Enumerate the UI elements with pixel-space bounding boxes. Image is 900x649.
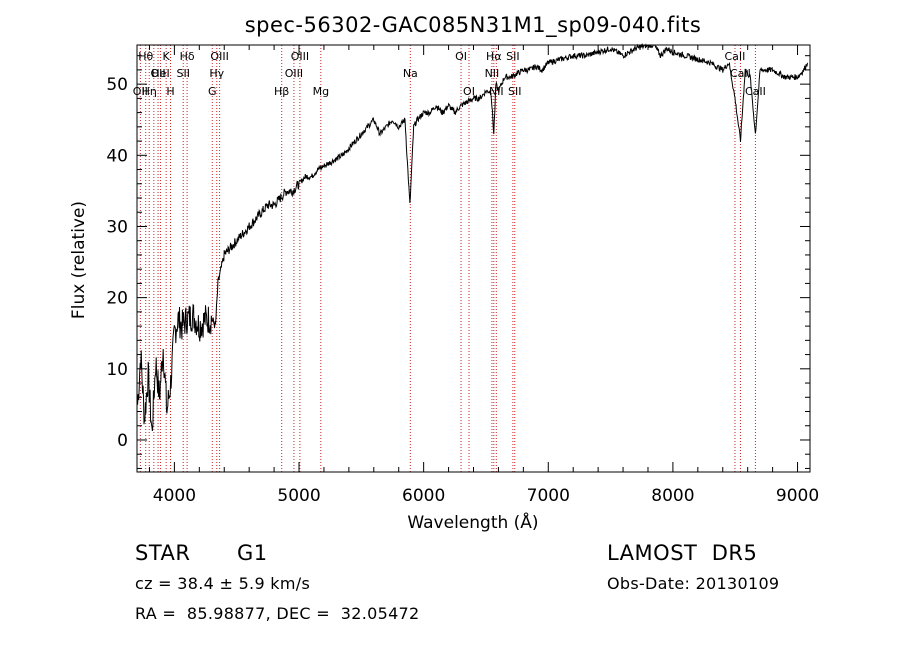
line-marker-label: Hη	[142, 85, 157, 98]
line-marker-label: OI	[463, 85, 475, 98]
line-marker-label: SII	[176, 67, 189, 80]
line-marker-label: Na	[403, 67, 418, 80]
y-tick-label: 30	[106, 217, 128, 237]
line-marker-label: OII	[150, 67, 165, 80]
line-marker-label: G	[208, 85, 217, 98]
coordinates: RA = 85.98877, DEC = 32.05472	[135, 604, 420, 623]
line-marker-label: OIII	[210, 50, 228, 63]
line-marker-label: Hδ	[180, 50, 195, 63]
object-class: STAR	[135, 541, 191, 565]
y-tick-label: 10	[106, 360, 128, 380]
chart-title: spec-56302-GAC085N31M1_sp09-040.fits	[245, 13, 702, 38]
subclass: G1	[237, 541, 268, 565]
line-marker-label: NII	[489, 85, 504, 98]
line-marker-label: Hβ	[274, 85, 289, 98]
x-tick-label: 8000	[651, 486, 694, 506]
y-tick-label: 0	[117, 431, 128, 451]
x-tick-label: 4000	[153, 486, 196, 506]
line-marker-label: OIII	[291, 50, 309, 63]
y-tick-label: 40	[106, 146, 128, 166]
plot-frame	[136, 44, 811, 473]
x-tick-label: 7000	[527, 486, 570, 506]
x-tick-label: 9000	[776, 486, 819, 506]
x-tick-label: 5000	[277, 486, 320, 506]
line-marker-label: Hγ	[209, 67, 224, 80]
survey-release: LAMOST DR5	[607, 541, 758, 565]
x-tick-label: 6000	[402, 486, 445, 506]
line-marker-label: K	[163, 50, 171, 63]
y-tick-label: 20	[106, 289, 128, 309]
y-axis-label: Flux (relative)	[69, 201, 89, 319]
x-axis-label: Wavelength (Å)	[407, 511, 538, 533]
line-marker-label: Mg	[313, 85, 329, 98]
redshift-cz: cz = 38.4 ± 5.9 km/s	[135, 574, 311, 593]
y-axis-ticks: 0 10 20 30 40 50	[106, 55, 810, 469]
spectrum-line	[137, 43, 808, 432]
obs-date: Obs-Date: 20130109	[607, 574, 780, 593]
line-marker-label: Hθ	[138, 50, 153, 63]
line-marker-label: CaII	[725, 50, 746, 63]
line-marker-label: H	[166, 85, 174, 98]
line-marker-label: OI	[455, 50, 467, 63]
line-marker-label: SII	[508, 85, 521, 98]
line-marker-label: HeI	[151, 67, 169, 80]
line-marker-label: SII	[506, 50, 519, 63]
spectral-line-markers	[139, 45, 756, 472]
line-marker-label: OIII	[285, 67, 303, 80]
line-marker-label: CaII	[745, 85, 766, 98]
line-marker-label: NII	[485, 67, 500, 80]
y-tick-label: 50	[106, 75, 128, 95]
x-axis-ticks: 4000 5000 6000 7000 8000 9000	[148, 45, 819, 506]
line-marker-label: Hα	[486, 50, 502, 63]
spectral-line-labels: OIIHθHηOIIHeIKHSIIHδGHγOIIIHβOIIIOIIIMgN…	[133, 50, 766, 98]
